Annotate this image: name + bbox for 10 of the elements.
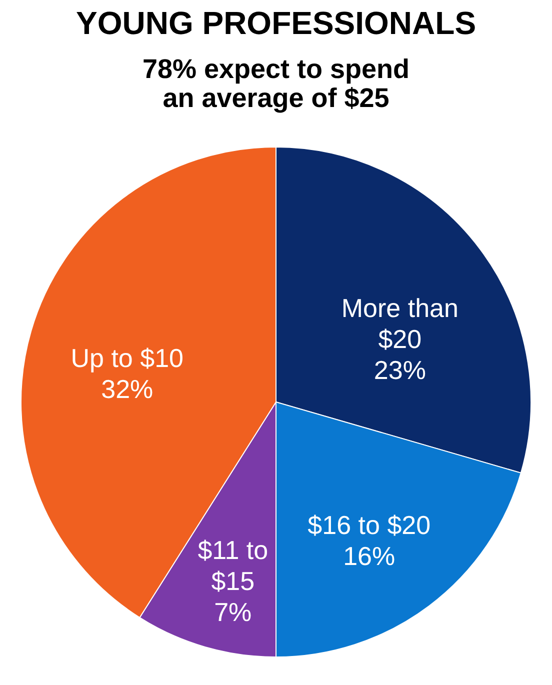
data-label: 23% — [374, 354, 426, 385]
chart-subtitle: 78% expect to spend an average of $25 — [142, 54, 410, 113]
slice-label: $11 to $15 — [198, 534, 268, 596]
slice-label: $16 to $20 — [308, 510, 431, 540]
data-label: 32% — [101, 374, 154, 404]
data-label: 7% — [214, 596, 252, 627]
chart-title: YOUNG PROFESSIONALS — [76, 5, 476, 41]
slice-label: Up to $10 — [70, 342, 184, 373]
data-label: 16% — [343, 540, 396, 571]
slice-label: More than $20 — [341, 292, 458, 354]
